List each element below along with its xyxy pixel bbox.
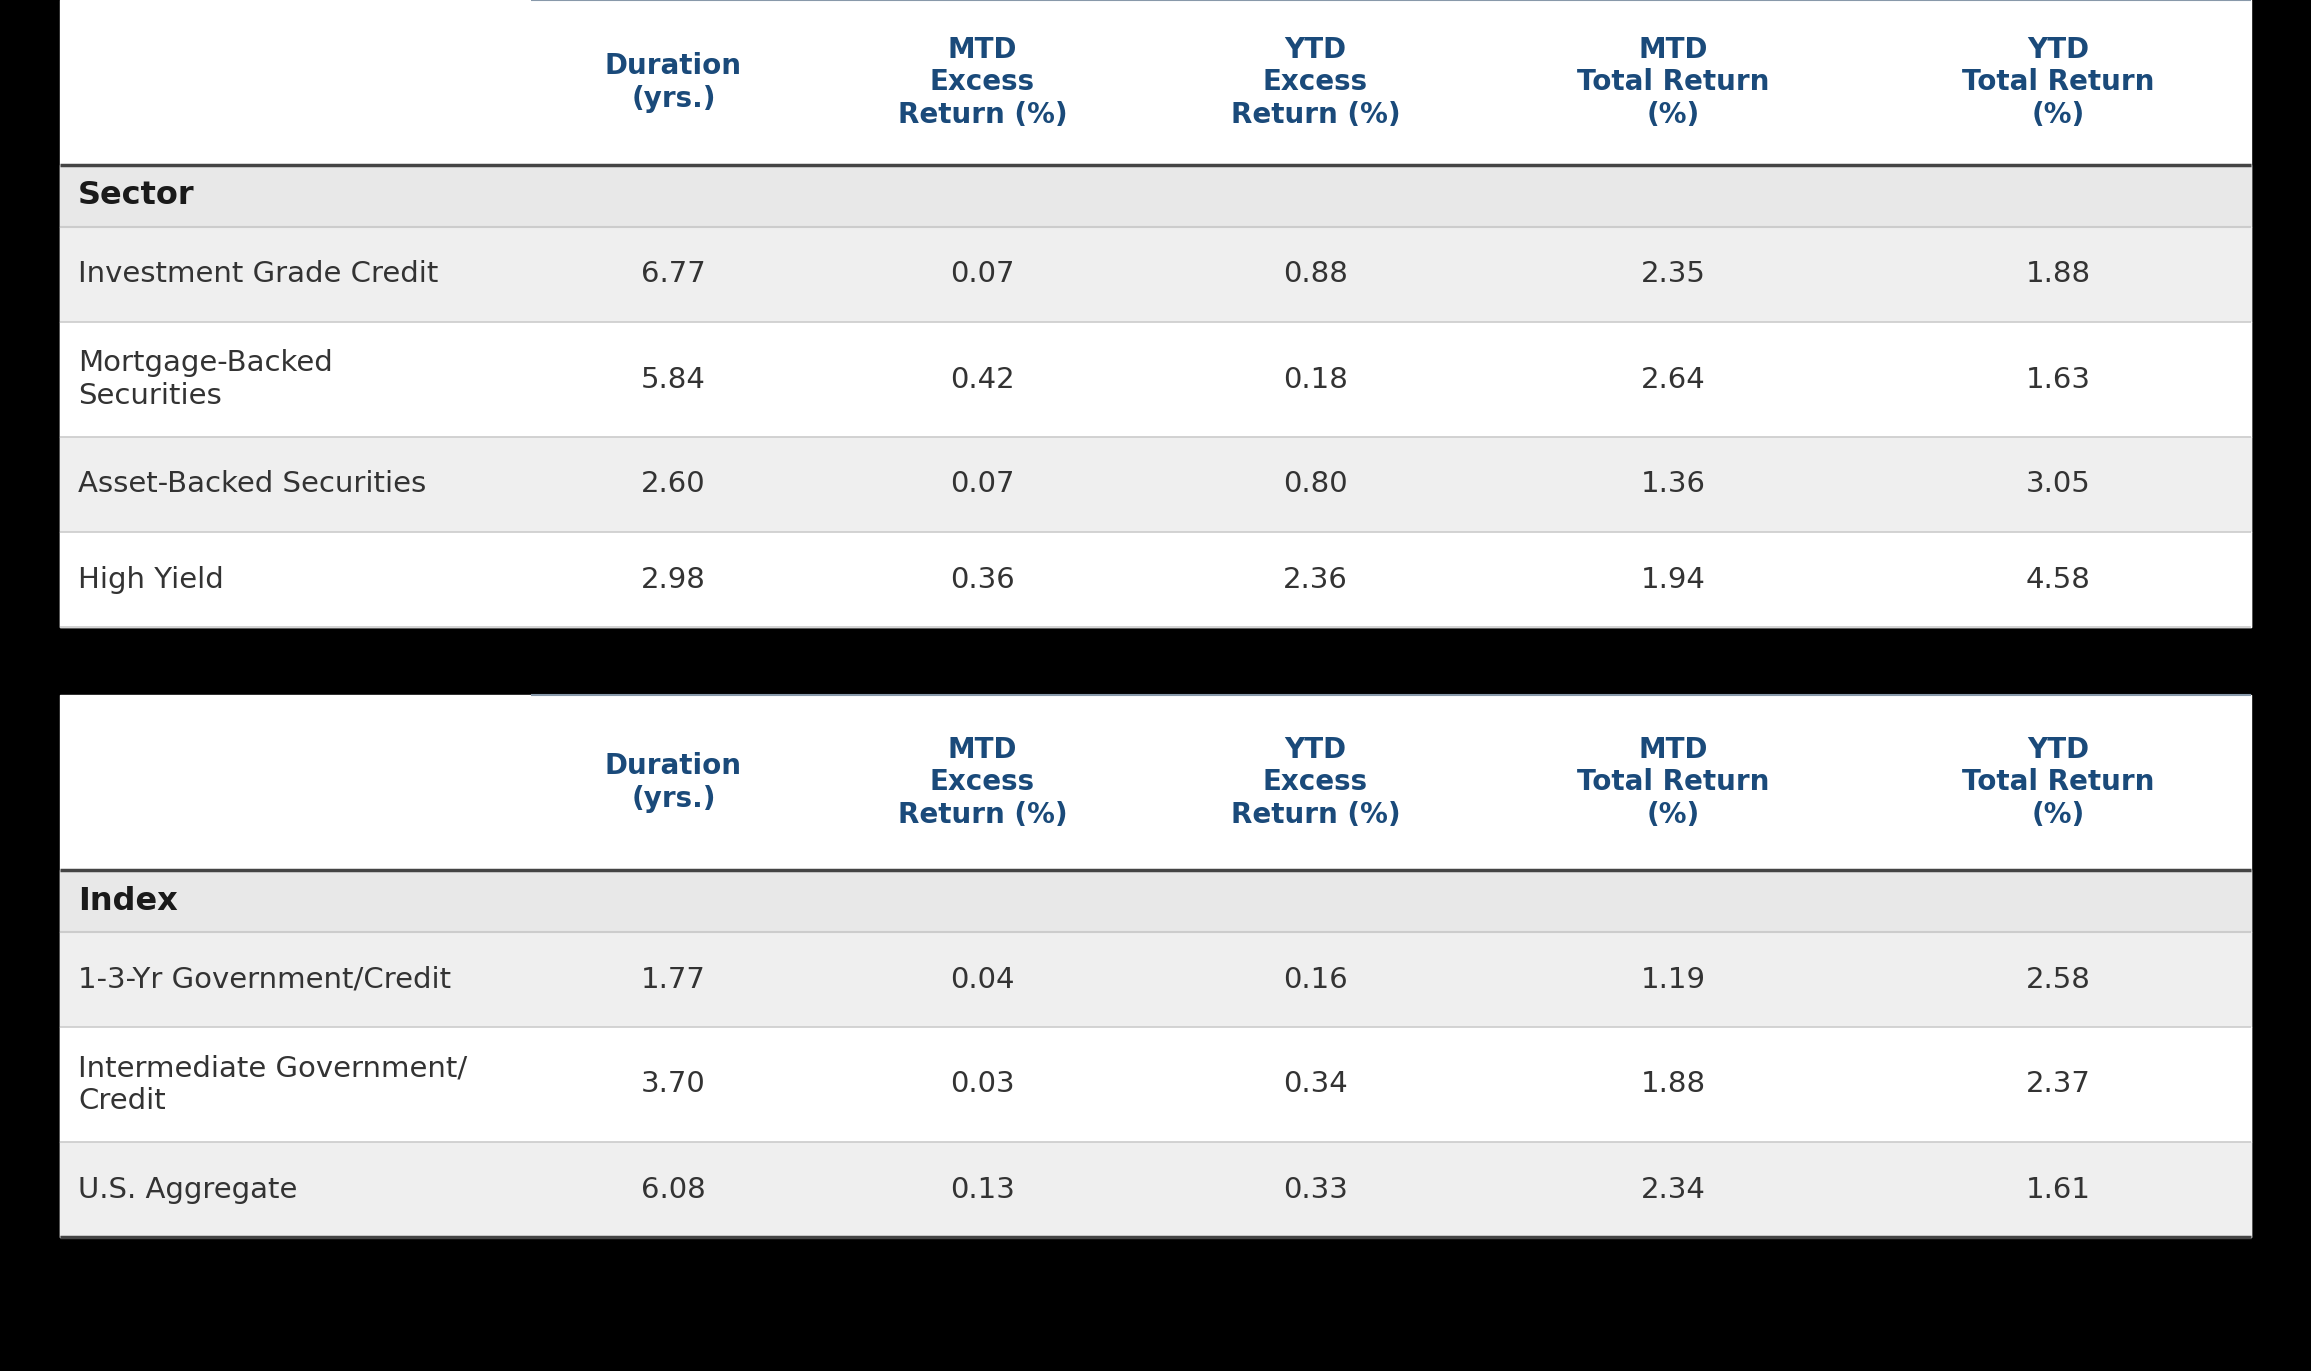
Text: 0.13: 0.13 [950,1175,1015,1204]
Text: 0.18: 0.18 [1283,366,1347,393]
Text: YTD
Excess
Return (%): YTD Excess Return (%) [1232,36,1400,129]
Text: 1.94: 1.94 [1641,565,1706,594]
Text: 0.07: 0.07 [950,260,1015,288]
Text: Asset-Backed Securities: Asset-Backed Securities [79,470,425,499]
Text: YTD
Total Return
(%): YTD Total Return (%) [1962,736,2154,829]
Text: 6.77: 6.77 [640,260,705,288]
Text: 0.16: 0.16 [1283,965,1347,994]
Text: High Yield: High Yield [79,565,224,594]
Text: 2.37: 2.37 [2027,1071,2091,1098]
Text: 0.04: 0.04 [950,965,1015,994]
Text: MTD
Total Return
(%): MTD Total Return (%) [1578,736,1770,829]
Text: Intermediate Government/
Credit: Intermediate Government/ Credit [79,1054,467,1115]
Text: U.S. Aggregate: U.S. Aggregate [79,1175,298,1204]
Text: 0.34: 0.34 [1283,1071,1347,1098]
Text: YTD
Total Return
(%): YTD Total Return (%) [1962,36,2154,129]
Text: 0.88: 0.88 [1283,260,1347,288]
Text: MTD
Excess
Return (%): MTD Excess Return (%) [897,736,1068,829]
Text: 1.88: 1.88 [1641,1071,1706,1098]
Text: 2.58: 2.58 [2027,965,2091,994]
Text: 2.36: 2.36 [1283,565,1347,594]
Text: 2.64: 2.64 [1641,366,1706,393]
Text: 5.84: 5.84 [640,366,705,393]
Text: 3.70: 3.70 [640,1071,705,1098]
Text: 1.61: 1.61 [2027,1175,2091,1204]
Text: 0.36: 0.36 [950,565,1015,594]
Text: 0.33: 0.33 [1283,1175,1347,1204]
Text: 1.77: 1.77 [640,965,705,994]
Text: 2.98: 2.98 [640,565,705,594]
Text: 2.60: 2.60 [640,470,705,499]
Text: 1.88: 1.88 [2027,260,2091,288]
Text: Duration
(yrs.): Duration (yrs.) [605,753,742,813]
Text: 0.03: 0.03 [950,1071,1015,1098]
Text: YTD
Excess
Return (%): YTD Excess Return (%) [1232,736,1400,829]
Text: Sector: Sector [79,181,194,211]
Text: MTD
Total Return
(%): MTD Total Return (%) [1578,36,1770,129]
Text: 4.58: 4.58 [2027,565,2091,594]
Text: Index: Index [79,886,178,916]
Text: 1.36: 1.36 [1641,470,1706,499]
Text: Mortgage-Backed
Securities: Mortgage-Backed Securities [79,350,333,410]
Text: 0.07: 0.07 [950,470,1015,499]
Text: 1.19: 1.19 [1641,965,1706,994]
Text: 2.34: 2.34 [1641,1175,1706,1204]
Text: Investment Grade Credit: Investment Grade Credit [79,260,439,288]
Text: 1-3-Yr Government/Credit: 1-3-Yr Government/Credit [79,965,451,994]
Text: 6.08: 6.08 [640,1175,705,1204]
Text: 0.80: 0.80 [1283,470,1347,499]
Text: 3.05: 3.05 [2027,470,2091,499]
Text: 2.35: 2.35 [1641,260,1706,288]
Text: 0.42: 0.42 [950,366,1015,393]
Text: 1.63: 1.63 [2027,366,2091,393]
Text: Duration
(yrs.): Duration (yrs.) [605,52,742,112]
Text: MTD
Excess
Return (%): MTD Excess Return (%) [897,36,1068,129]
